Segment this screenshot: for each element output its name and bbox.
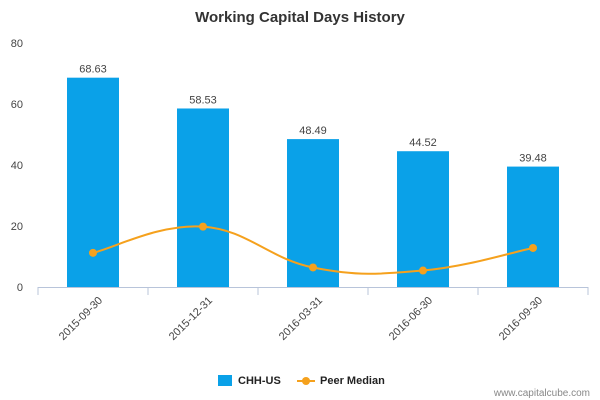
peer-median-point: [309, 263, 317, 272]
chart-title: Working Capital Days History: [195, 9, 405, 26]
x-tick-label: 2015-12-31: [167, 295, 215, 343]
bar-data-label: 68.63: [79, 64, 107, 76]
legend-label-peer-median: Peer Median: [320, 375, 385, 387]
y-tick-label: 0: [17, 282, 23, 294]
y-tick-label: 60: [11, 99, 23, 111]
y-tick-label: 20: [11, 221, 23, 233]
line-series: [89, 222, 537, 275]
x-tick-label: 2016-06-30: [387, 295, 435, 343]
bar-data-label: 44.52: [409, 137, 437, 149]
y-tick-label: 40: [11, 160, 23, 172]
legend-swatch-chh-us: [218, 375, 232, 386]
peer-median-point: [199, 222, 207, 231]
bar: [507, 166, 559, 287]
x-tick-label: 2016-03-31: [277, 295, 325, 343]
bar-series: [67, 77, 559, 288]
bar: [177, 108, 229, 288]
peer-median-point: [89, 248, 97, 257]
watermark: www.capitalcube.com: [493, 388, 590, 399]
bar-data-label: 39.48: [519, 153, 547, 165]
peer-median-point: [419, 266, 427, 275]
y-tick-label: 80: [11, 38, 23, 50]
x-tick-label: 2015-09-30: [57, 295, 105, 343]
bar-data-label: 58.53: [189, 94, 217, 106]
bar-data-labels: 68.63 58.53 48.49 44.52 39.48: [79, 64, 547, 165]
bar-data-label: 48.49: [299, 125, 327, 137]
bar: [397, 151, 449, 287]
x-tick-label: 2016-09-30: [497, 295, 545, 343]
legend-label-chh-us: CHH-US: [238, 375, 281, 387]
legend-swatch-peer-median-marker: [302, 377, 310, 385]
x-axis: 2015-09-30 2015-12-31 2016-03-31 2016-06-30…: [37, 287, 589, 343]
peer-median-point: [529, 243, 537, 252]
y-axis: 0 20 40 60 80: [11, 38, 23, 294]
legend: CHH-US Peer Median: [218, 375, 385, 387]
